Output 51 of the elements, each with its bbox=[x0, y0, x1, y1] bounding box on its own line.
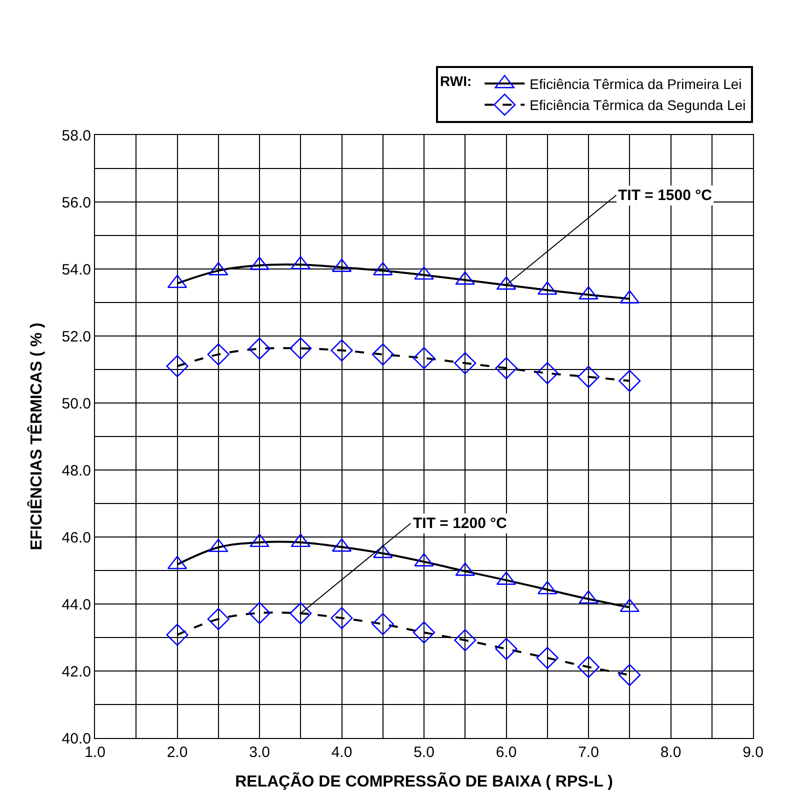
point bbox=[166, 624, 188, 646]
x-axis-title: RELAÇÃO DE COMPRESSÃO DE BAIXA ( RPS-L ) bbox=[235, 772, 613, 791]
point bbox=[536, 646, 558, 669]
point bbox=[207, 608, 230, 630]
point bbox=[207, 343, 230, 366]
point bbox=[577, 366, 600, 388]
legend-label: Eficiência Têrmica da Segunda Lei bbox=[530, 97, 746, 114]
x-tick-label: 2.0 bbox=[166, 744, 188, 761]
y-tick-label: 52.0 bbox=[62, 328, 91, 346]
point bbox=[495, 638, 518, 660]
point bbox=[290, 602, 312, 624]
point bbox=[372, 343, 394, 366]
x-tick-label: 3.0 bbox=[249, 744, 270, 761]
annotation: TIT = 1200 °C bbox=[413, 515, 508, 532]
y-tick-label: 46.0 bbox=[62, 529, 91, 546]
y-tick-label: 42.0 bbox=[62, 663, 91, 680]
y-tick-label: 56.0 bbox=[62, 194, 91, 212]
point bbox=[290, 337, 312, 360]
x-tick-label: 7.0 bbox=[578, 744, 599, 761]
point bbox=[412, 621, 436, 644]
annotation: TIT = 1500 °C bbox=[618, 187, 712, 204]
point bbox=[618, 664, 641, 686]
point bbox=[577, 656, 600, 678]
point bbox=[248, 602, 271, 624]
x-tick-label: 4.0 bbox=[331, 744, 352, 761]
legend-label: Eficiência Têrmica da Primeira Lei bbox=[530, 76, 742, 92]
point bbox=[250, 534, 270, 548]
point bbox=[454, 629, 476, 652]
point bbox=[536, 362, 558, 384]
y-tick-label: 50.0 bbox=[62, 395, 91, 412]
point bbox=[372, 613, 394, 636]
point bbox=[166, 355, 188, 378]
y-tick-label: 58.0 bbox=[62, 127, 91, 144]
point bbox=[454, 352, 476, 374]
x-tick-label: 5.0 bbox=[414, 744, 434, 761]
point bbox=[578, 590, 598, 604]
y-tick-label: 54.0 bbox=[62, 261, 91, 278]
point bbox=[412, 347, 436, 370]
point bbox=[330, 607, 353, 630]
point bbox=[330, 339, 353, 362]
y-tick-label: 48.0 bbox=[62, 462, 91, 480]
y-axis-title: EFICIÊNCIAS TÊRMICAS ( % ) bbox=[26, 322, 46, 550]
point bbox=[248, 338, 271, 360]
point bbox=[495, 357, 518, 380]
y-tick-label: 44.0 bbox=[62, 596, 91, 614]
point bbox=[414, 266, 434, 280]
x-tick-label: 8.0 bbox=[660, 744, 682, 761]
x-tick-label: 9.0 bbox=[742, 744, 764, 761]
x-tick-label: 6.0 bbox=[496, 744, 517, 761]
point bbox=[618, 370, 641, 392]
legend-title: RWI: bbox=[440, 73, 472, 90]
